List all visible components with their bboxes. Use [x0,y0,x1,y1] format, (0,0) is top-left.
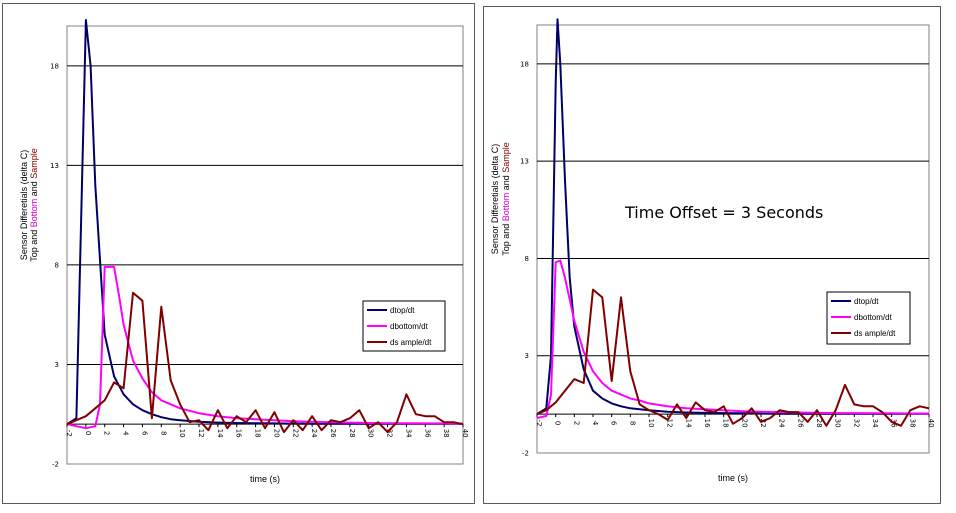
x-tick-label: 6 [610,421,618,426]
x-tick-label: 38 [442,429,450,438]
x-tick-label: 18 [722,419,730,428]
x-tick-label: 16 [235,429,243,438]
x-tick-label: 8 [159,431,167,435]
x-tick-label: 20 [740,419,748,428]
x-tick-label: 10 [178,429,186,438]
legend-label-2: dbottom/dt [854,313,893,322]
legend-label-1: dtop/dt [390,306,415,315]
chart-annotation: Time Offset = 3 Seconds [624,203,823,222]
legend-label-1: dtop/dt [854,297,879,306]
plot-area [536,24,930,454]
x-tick-label: 38 [908,419,916,428]
y-axis-title: Sensor Differetials (delta C) [490,144,500,254]
y-axis-title-colored: Top and Bottom and Sample [29,148,39,262]
x-tick-label: 26 [796,419,804,428]
y-tick-label: 13 [50,162,59,170]
series-line-3 [536,288,930,427]
x-tick-label: -2 [535,420,543,427]
chart-panel-right: -2 3 8 13 18 -2 0 2 4 6 8 10 12 14 16 18 20 22 24 26 28 30 32 3… [483,6,941,504]
y-axis-title-part: and [501,173,511,193]
x-tick-label: 28 [348,429,356,438]
x-tick-label: 18 [254,429,262,438]
x-tick-label: 34 [404,429,412,438]
y-axis-title-part: Sample [501,142,511,173]
x-tick-label: -2 [65,430,73,437]
x-tick-label: 4 [122,431,130,436]
x-tick-label: 10 [647,419,655,428]
y-tick-label: -2 [52,461,59,469]
y-axis-title-part: Top and [501,221,511,256]
x-axis-title: time (s) [250,474,280,484]
x-tick-label: 2 [572,421,580,425]
x-tick-label: 24 [778,419,786,428]
y-axis-title-colored: Top and Bottom and Sample [501,142,511,256]
y-tick-label: 3 [55,361,59,369]
chart-panel-left: -2 3 8 13 18 -2 0 2 4 6 8 10 12 14 16 18 20 22 24 26 28 30 32 3… [2,3,475,504]
x-tick-label: 12 [666,419,674,428]
y-axis-title-part: Bottom [29,199,39,228]
x-tick-label: 22 [291,429,299,438]
series-line-2 [66,265,464,430]
x-tick-label: 20 [272,429,280,438]
y-axis-title-part: Top and [29,227,39,262]
x-axis-title: time (s) [718,473,748,483]
y-tick-label: 13 [520,158,529,166]
x-tick-label: 14 [216,429,224,438]
legend-label-3: ds ample/dt [390,338,432,347]
x-tick-label: 36 [423,429,431,438]
y-axis-title-part: and [29,179,39,199]
legend-label-2: dbottom/dt [390,322,429,331]
y-tick-label: 18 [520,60,529,68]
y-axis-title-part: Sample [29,148,39,179]
y-tick-label: 18 [50,62,59,70]
legend-label-3: ds ample/dt [854,329,896,338]
x-tick-label: 28 [815,419,823,428]
x-tick-label: 6 [140,431,148,436]
x-tick-label: 8 [628,421,636,425]
y-tick-label: -2 [522,450,529,458]
y-axis-title-part: Bottom [501,193,511,222]
x-tick-label: 0 [554,421,562,425]
x-tick-label: 0 [84,431,92,435]
x-tick-label: 4 [591,421,599,426]
x-tick-label: 12 [197,429,205,438]
x-tick-label: 32 [386,429,394,438]
x-tick-label: 40 [461,429,469,438]
x-tick-label: 2 [103,431,111,435]
x-tick-label: 14 [684,419,692,428]
plot-area [66,25,464,465]
x-tick-label: 40 [927,419,935,428]
x-tick-label: 26 [329,429,337,438]
y-tick-label: 3 [525,352,529,360]
y-tick-label: 8 [55,261,59,269]
x-tick-label: 30 [834,419,842,428]
x-tick-label: 34 [871,419,879,428]
y-axis-title: Sensor Differetials (delta C) [19,150,29,260]
x-tick-label: 22 [759,419,767,428]
x-tick-label: 16 [703,419,711,428]
x-tick-label: 24 [310,429,318,438]
x-tick-label: 32 [852,419,860,428]
x-tick-label: 30 [367,429,375,438]
series-line-2 [536,259,929,419]
series-line-3 [66,291,464,434]
y-tick-label: 8 [525,255,529,263]
